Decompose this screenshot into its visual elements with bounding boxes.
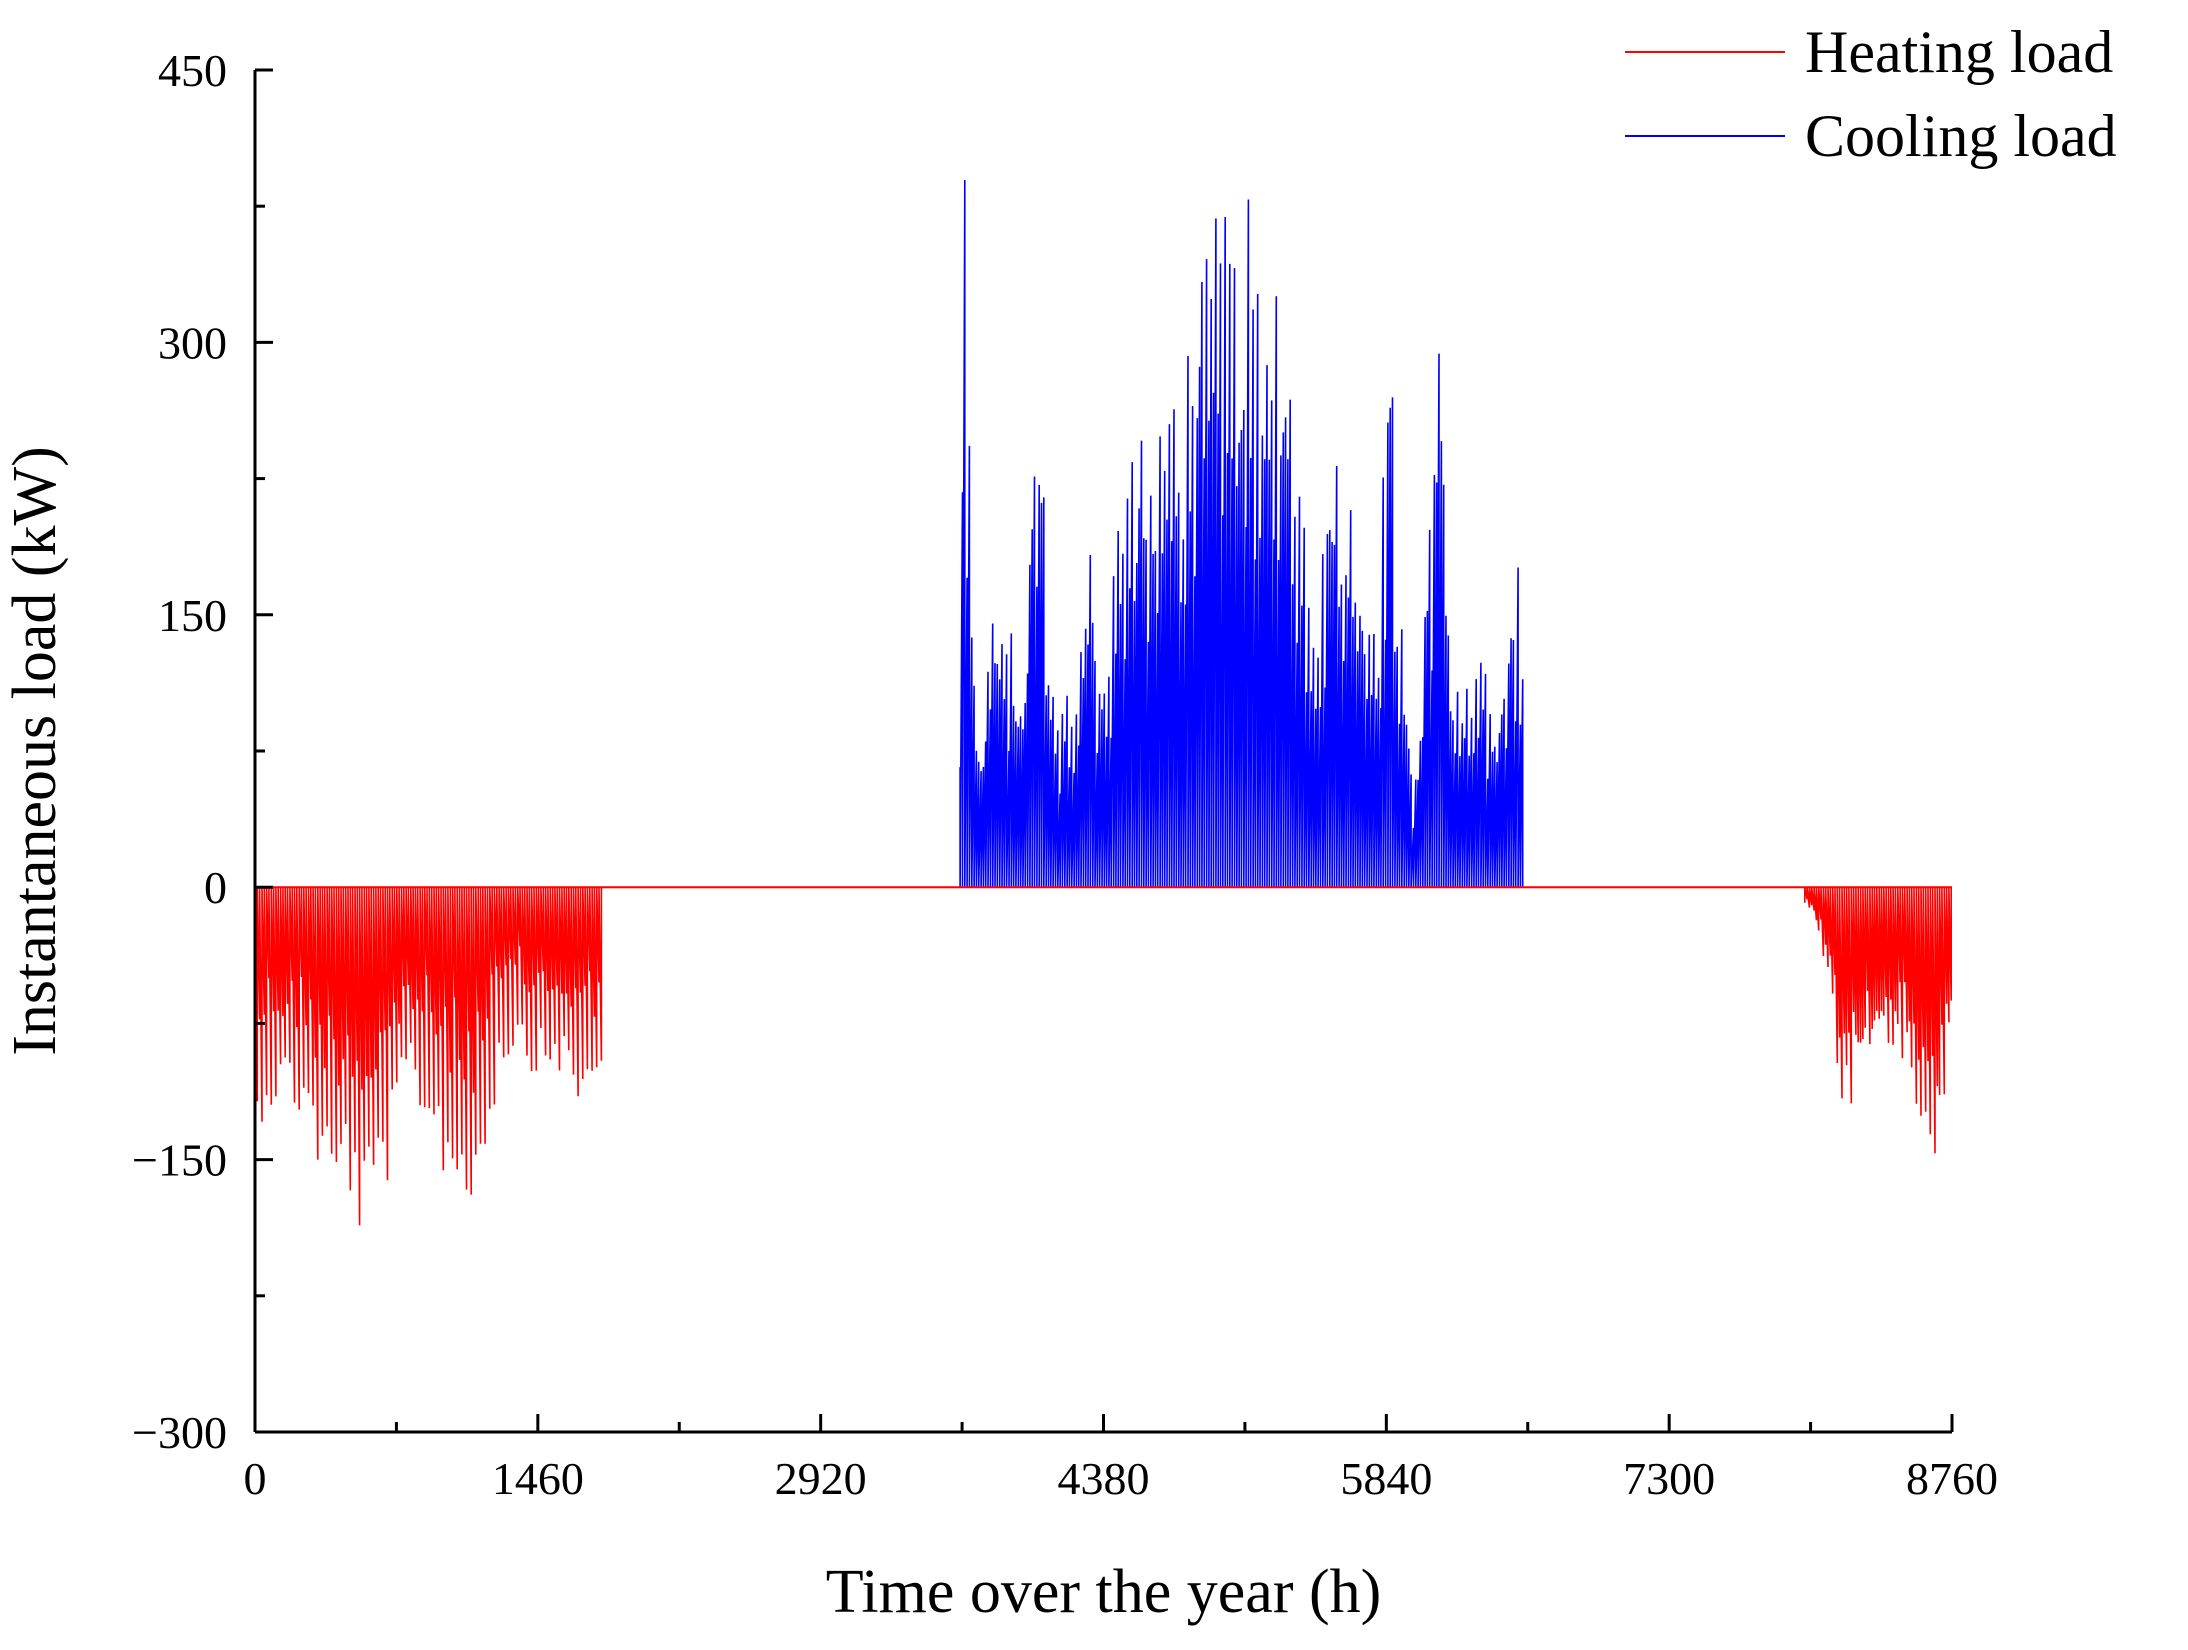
x-tick-label: 8760 (1906, 1453, 1998, 1504)
x-tick-label: 4380 (1058, 1453, 1150, 1504)
y-tick-label: 0 (204, 862, 227, 913)
y-axis-title: Instantaneous load (kW) (1, 446, 69, 1055)
cooling-load-trace-0 (959, 180, 1524, 888)
legend-label-cooling: Cooling load (1805, 103, 2117, 169)
x-tick-label: 5840 (1340, 1453, 1432, 1504)
x-tick-label: 1460 (492, 1453, 584, 1504)
y-tick-label: −300 (132, 1407, 227, 1458)
y-tick-label: 150 (158, 590, 227, 641)
heating-load-trace-0 (254, 887, 603, 1226)
heating-load-trace-1 (1804, 887, 1952, 1154)
y-tick-label: 300 (158, 317, 227, 368)
x-tick-label: 2920 (775, 1453, 867, 1504)
cooling-load-series (959, 180, 1524, 888)
x-tick-label: 0 (244, 1453, 267, 1504)
heating-load-series (254, 887, 1952, 1226)
y-tick-label: −150 (132, 1135, 227, 1186)
ticks: 0 1460 2920 4380 5840 7300 8760 −300 −150 0 150 300… (132, 45, 1998, 1504)
legend-label-heating: Heating load (1805, 19, 2113, 85)
x-axis-title: Time over the year (h) (826, 1558, 1382, 1626)
legend: Heating load Cooling load (1625, 19, 2117, 169)
x-tick-label: 7300 (1623, 1453, 1715, 1504)
y-tick-label: 450 (158, 45, 227, 96)
